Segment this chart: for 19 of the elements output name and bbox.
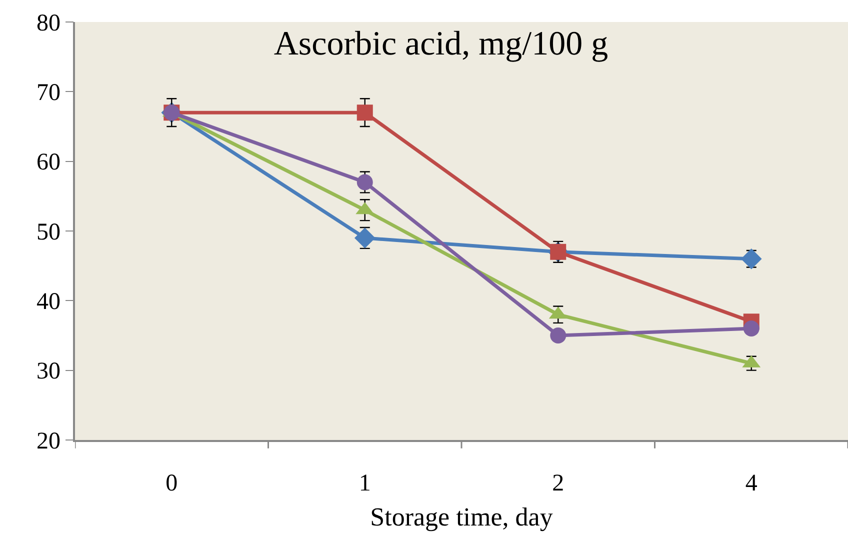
y-tick-label: 50 <box>36 219 60 246</box>
point <box>356 104 373 121</box>
x-tick-label: 2 <box>552 470 564 497</box>
y-tick-label: 80 <box>36 10 60 36</box>
y-tick-label: 70 <box>36 80 60 106</box>
x-axis-title: Storage time, day <box>370 502 553 532</box>
x-tick-label: 0 <box>166 470 178 497</box>
y-tick-label: 40 <box>36 289 60 316</box>
point <box>743 320 760 337</box>
point <box>550 328 566 344</box>
y-tick-label: 60 <box>36 150 60 176</box>
point <box>354 228 376 248</box>
point <box>740 248 762 270</box>
chart-title: Ascorbic acid, mg/100 g <box>274 26 608 63</box>
x-tick-label: 4 <box>745 470 758 497</box>
y-tick-label: 30 <box>36 358 60 385</box>
y-tick-label: 20 <box>36 428 60 454</box>
point <box>356 174 373 190</box>
x-tick-label: 1 <box>358 470 371 497</box>
